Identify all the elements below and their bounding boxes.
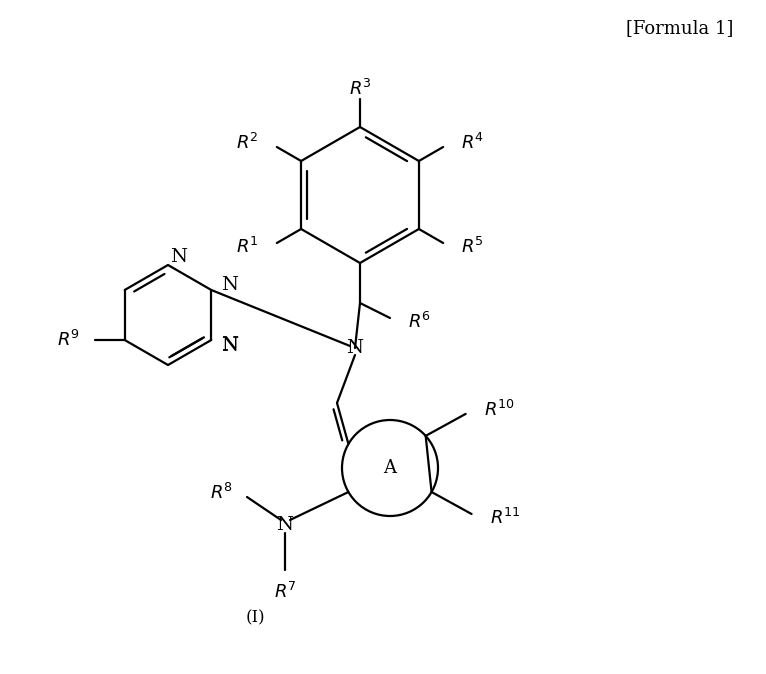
Text: $R^6$: $R^6$	[408, 312, 431, 332]
Text: N: N	[221, 276, 238, 294]
Text: $R^4$: $R^4$	[461, 133, 484, 153]
Text: $R^{11}$: $R^{11}$	[489, 508, 520, 528]
Text: $R^9$: $R^9$	[57, 330, 80, 350]
Text: $R^{10}$: $R^{10}$	[483, 400, 515, 420]
Text: $R^7$: $R^7$	[273, 582, 296, 602]
Text: $R^2$: $R^2$	[237, 133, 259, 153]
Text: $R^1$: $R^1$	[236, 237, 259, 257]
Text: $R^3$: $R^3$	[349, 79, 372, 99]
Text: $R^8$: $R^8$	[210, 483, 233, 503]
Text: N: N	[170, 248, 187, 266]
Text: N: N	[346, 339, 364, 357]
Text: (I): (I)	[245, 609, 265, 627]
Text: A: A	[384, 459, 397, 477]
Text: N: N	[221, 337, 238, 355]
Text: $R^5$: $R^5$	[461, 237, 484, 257]
Text: N: N	[277, 516, 293, 534]
Text: N: N	[221, 336, 238, 354]
Text: [Formula 1]: [Formula 1]	[627, 19, 734, 37]
